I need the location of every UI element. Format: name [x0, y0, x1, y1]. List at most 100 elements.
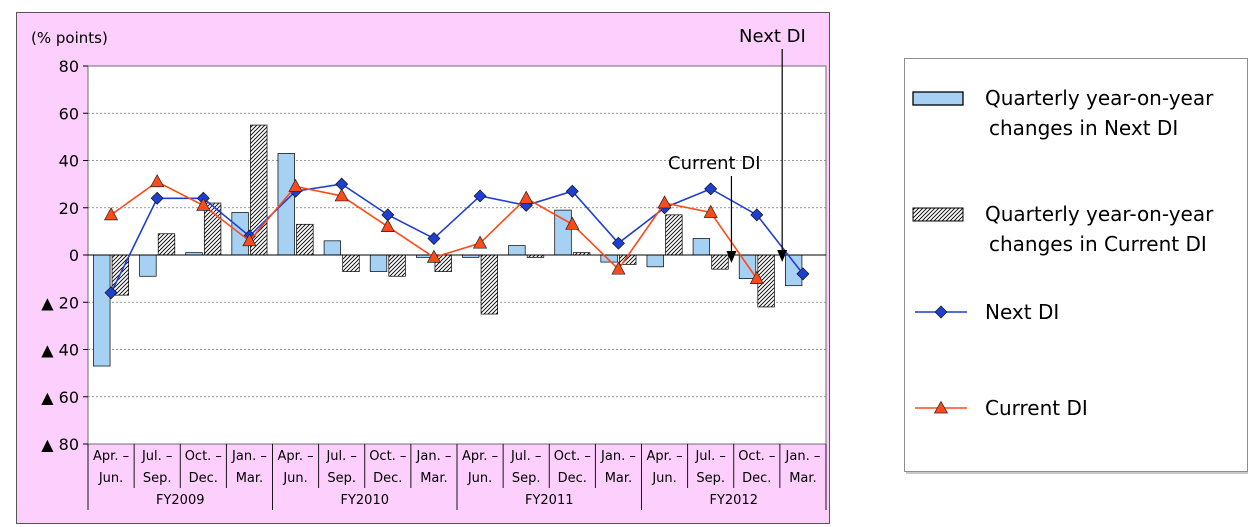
x-tick-label-bottom: Mar.	[420, 471, 447, 486]
bar-next-di-change	[139, 254, 157, 277]
y-tick-label: ▲ 40	[41, 341, 79, 360]
x-tick-label-top: Jan. –	[231, 449, 267, 464]
x-tick-label-top: Apr. –	[93, 449, 129, 464]
y-tick-label: 20	[59, 199, 79, 218]
current-di-point	[519, 190, 534, 204]
legend-label-next-di: Next DI	[985, 300, 1060, 324]
x-tick-label-top: Jan. –	[416, 449, 452, 464]
annotation-current-di: Current DI	[668, 153, 761, 174]
bar-current-di-change	[342, 254, 360, 272]
y-tick-label: 40	[59, 152, 79, 171]
group-label: FY2010	[340, 493, 389, 508]
arrowhead-current-di	[726, 251, 737, 263]
current-di-point	[288, 178, 303, 192]
x-tick-label-bottom: Mar.	[605, 471, 632, 486]
x-tick-label-top: Oct. –	[369, 449, 406, 464]
y-tick-label: ▲ 60	[41, 388, 79, 407]
next-di-point	[750, 208, 764, 222]
x-tick-label-bottom: Sep.	[696, 471, 725, 486]
x-tick-label-bottom: Mar.	[236, 471, 263, 486]
next-di-point	[104, 286, 118, 300]
current-di-point	[242, 233, 257, 247]
current-di-point	[657, 195, 672, 209]
x-tick-label-top: Jul. –	[141, 449, 172, 464]
legend-swatch-next-di	[915, 305, 967, 319]
y-unit-label: (% points)	[31, 29, 108, 47]
current-di-point	[426, 249, 442, 263]
bar-current-di-change	[665, 214, 683, 256]
bar-next-di-change	[93, 254, 111, 367]
current-di-point	[150, 174, 165, 188]
next-di-point	[704, 182, 718, 196]
current-di-point	[749, 270, 764, 284]
legend-label-current-di: Current DI	[985, 396, 1088, 420]
x-tick-label-top: Apr. –	[647, 449, 683, 464]
x-tick-label-top: Jan. –	[785, 449, 821, 464]
arrowhead-next-di	[777, 250, 788, 262]
y-tick-label: 80	[59, 57, 79, 76]
chart-svg: (% points) 80 60 40 20 0 ▲ 20 ▲ 40 ▲ 60 ▲ 80 Curre…	[31, 26, 827, 510]
legend-swatch-next-di-changes	[912, 91, 964, 106]
x-tick-label-top: Oct. –	[185, 449, 222, 464]
bar-next-di-change	[554, 209, 572, 256]
next-di-point	[565, 184, 579, 198]
current-di-point	[565, 216, 580, 230]
y-tick-label: 60	[59, 104, 79, 123]
x-tick-label-top: Oct. –	[738, 449, 775, 464]
next-di-point	[150, 191, 164, 205]
bar-next-di-change	[323, 240, 342, 256]
next-di-line	[110, 183, 804, 294]
y-tick-label: ▲ 80	[41, 435, 79, 454]
legend-label-next-di-changes: Quarterly year-on-year changes in Next D…	[985, 86, 1214, 140]
current-di-point	[380, 218, 395, 232]
y-tick-label: ▲ 20	[41, 293, 79, 312]
x-tick-label-bottom: Sep.	[512, 471, 541, 486]
next-di-point	[611, 236, 625, 250]
bar-next-di-change	[646, 254, 664, 268]
x-tick-label-bottom: Dec.	[742, 471, 771, 486]
group-label: FY2011	[525, 493, 574, 508]
legend-swatch-current-di-changes	[912, 207, 964, 222]
x-tick-label-bottom: Sep.	[143, 471, 172, 486]
group-label: FY2012	[709, 493, 758, 508]
legend-swatch-current-di	[915, 400, 967, 414]
bar-next-di-change	[508, 245, 526, 256]
current-di-point	[334, 188, 349, 202]
current-di-point	[703, 204, 718, 218]
x-tick-label-bottom: Jun.	[98, 471, 123, 486]
x-tick-label-bottom: Dec.	[373, 471, 402, 486]
x-tick-label-top: Jul. –	[510, 449, 541, 464]
bar-current-di-change	[711, 254, 729, 270]
x-tick-label-bottom: Sep.	[327, 471, 356, 486]
bar-next-di-change	[692, 238, 711, 256]
x-tick-label-bottom: Jun.	[282, 471, 307, 486]
x-tick-label-bottom: Jun.	[467, 471, 492, 486]
next-di-point	[473, 189, 487, 203]
bar-current-di-change	[157, 233, 176, 256]
group-label: FY2009	[156, 493, 205, 508]
x-tick-label-top: Jan. –	[600, 449, 636, 464]
x-tick-label-bottom: Jun.	[651, 471, 676, 486]
current-di-point	[611, 261, 626, 275]
current-di-point	[103, 207, 119, 221]
chart-frame: (% points) 80 60 40 20 0 ▲ 20 ▲ 40 ▲ 60 ▲ 80 Curre…	[16, 12, 830, 524]
x-tick-label-top: Apr. –	[462, 449, 498, 464]
current-di-point	[196, 197, 211, 211]
current-di-point	[472, 235, 488, 249]
x-tick-label-bottom: Dec.	[558, 471, 587, 486]
next-di-point	[796, 267, 810, 281]
x-tick-label-top: Oct. –	[554, 449, 591, 464]
legend-label-current-di-changes: Quarterly year-on-year changes in Curren…	[985, 202, 1214, 256]
x-tick-label-top: Jul. –	[325, 449, 356, 464]
x-tick-label-top: Apr. –	[278, 449, 314, 464]
bar-next-di-change	[738, 254, 757, 279]
annotation-next-di: Next DI	[739, 26, 806, 47]
x-tick-label-bottom: Dec.	[189, 471, 218, 486]
legend: Quarterly year-on-year changes in Next D…	[904, 58, 1248, 472]
next-di-point	[427, 231, 441, 245]
x-tick-label-bottom: Mar.	[789, 471, 816, 486]
bar-current-di-change	[480, 254, 499, 315]
x-tick-label-top: Jul. –	[694, 449, 725, 464]
bar-next-di-change	[369, 254, 388, 272]
bar-current-di-change	[296, 223, 314, 256]
